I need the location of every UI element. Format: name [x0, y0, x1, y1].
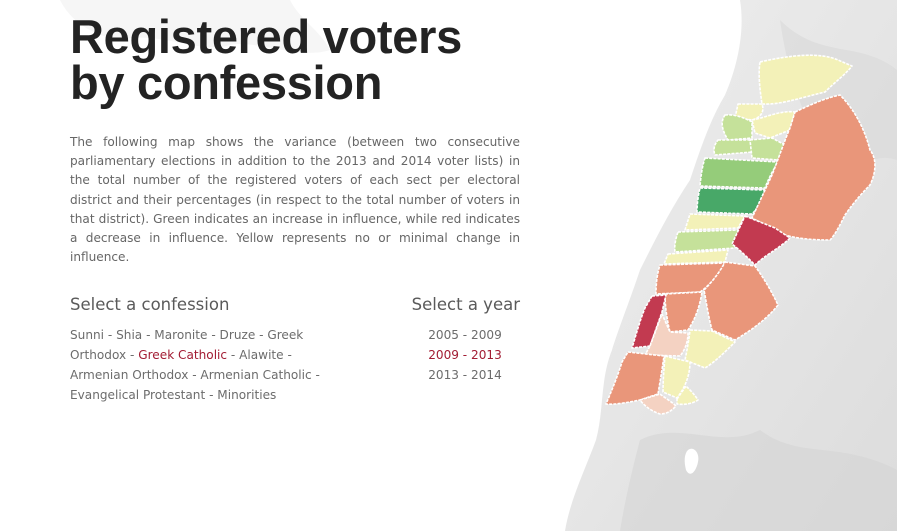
- confession-option-druze[interactable]: Druze: [219, 328, 256, 342]
- district-tyre[interactable]: [605, 351, 665, 405]
- district-hermel-baalbek[interactable]: [751, 94, 876, 241]
- page-title-line-2: by confession: [70, 56, 383, 109]
- district-bcharre[interactable]: [749, 137, 786, 161]
- confession-option-armenian-orthodox[interactable]: Armenian Orthodox: [70, 368, 189, 382]
- district-zahle[interactable]: [731, 215, 791, 266]
- confession-separator: -: [207, 328, 220, 342]
- confession-option-armenian-catholic[interactable]: Armenian Catholic: [200, 368, 312, 382]
- district-jezzine[interactable]: [644, 313, 689, 357]
- page-title-line-1: Registered voters: [70, 10, 462, 63]
- district-marjayoun[interactable]: [676, 385, 699, 406]
- district-metn[interactable]: [673, 229, 739, 253]
- lake-icon: [684, 448, 699, 474]
- district-koura[interactable]: [713, 139, 754, 156]
- confession-separator: -: [255, 328, 268, 342]
- year-option-2009-to-2013[interactable]: 2009 - 2013: [428, 348, 502, 362]
- year-selector-heading: Select a year: [411, 295, 520, 314]
- confession-separator: -: [104, 328, 117, 342]
- confession-option-sunni[interactable]: Sunni: [70, 328, 105, 342]
- confession-separator: -: [142, 328, 155, 342]
- district-kesrouan[interactable]: [684, 213, 746, 231]
- district-batroun[interactable]: [699, 157, 779, 189]
- district-west-bekaa[interactable]: [703, 261, 779, 341]
- confession-option-greek-catholic[interactable]: Greek Catholic: [138, 348, 228, 362]
- map-description: The following map shows the variance (be…: [70, 135, 520, 265]
- district-tripoli[interactable]: [734, 103, 764, 121]
- district-minieh[interactable]: [751, 110, 796, 139]
- year-option-2005-to-2009[interactable]: 2005 - 2009: [428, 328, 502, 342]
- district-jbeil[interactable]: [696, 187, 766, 215]
- district-saida[interactable]: [631, 294, 667, 349]
- district-bint-jbeil[interactable]: [639, 393, 677, 415]
- district-chouf[interactable]: [664, 291, 703, 333]
- confession-selector-heading: Select a confession: [70, 295, 230, 314]
- district-zgharta[interactable]: [721, 114, 753, 141]
- page-title: Registered voters by confession: [70, 10, 462, 109]
- confession-selector: Sunni - Shia - Maronite - Druze - Greek …: [70, 325, 320, 405]
- confession-option-greek-orthodox[interactable]: Greek Orthodox: [70, 328, 304, 362]
- confession-option-shia[interactable]: Shia: [116, 328, 143, 342]
- confession-option-minorities[interactable]: Minorities: [217, 388, 277, 402]
- year-option-2013-to-2014[interactable]: 2013 - 2014: [428, 368, 502, 382]
- terrain-relief-north: [60, 0, 330, 53]
- confession-separator: -: [205, 388, 218, 402]
- year-selector: 2005 - 2009 2009 - 2013 2013 - 2014: [410, 325, 520, 385]
- confession-separator: -: [227, 348, 240, 362]
- confession-separator: -: [126, 348, 139, 362]
- confession-option-evangelical-protestant[interactable]: Evangelical Protestant: [70, 388, 206, 402]
- confession-option-maronite[interactable]: Maronite: [154, 328, 208, 342]
- district-hasbaya[interactable]: [684, 329, 736, 369]
- confession-separator: -: [283, 348, 292, 362]
- district-akkar[interactable]: [758, 54, 853, 105]
- confession-separator: -: [188, 368, 201, 382]
- confession-separator: -: [311, 368, 320, 382]
- confession-option-alawite[interactable]: Alawite: [239, 348, 284, 362]
